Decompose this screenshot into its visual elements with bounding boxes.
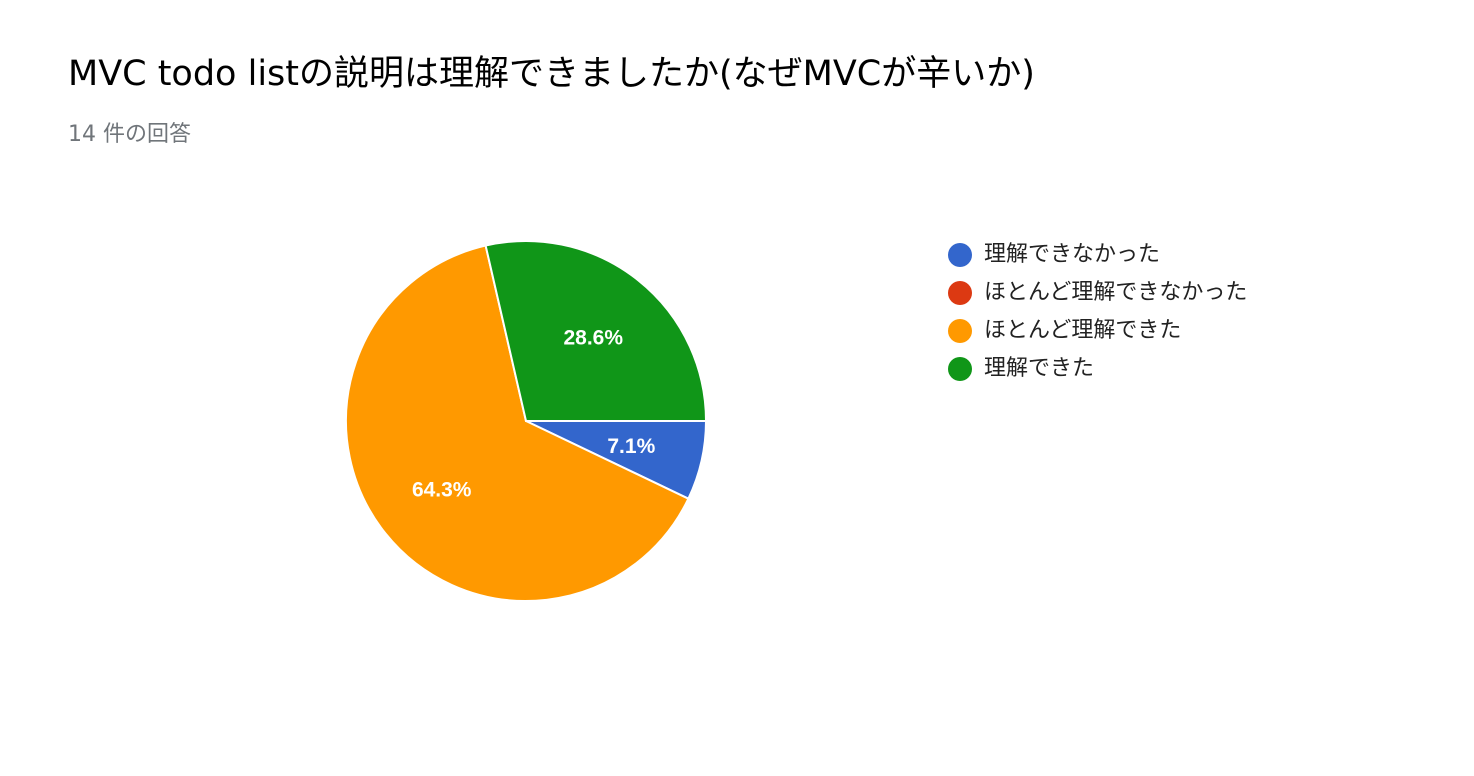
chart-legend: 理解できなかったほとんど理解できなかった ほとんど理解できた 理解できた (948, 236, 1247, 388)
legend-item-1[interactable]: 理解できなかった (948, 236, 1247, 274)
legend-swatch-icon (948, 281, 972, 305)
response-count: 14 件の回答 (68, 122, 191, 147)
pie-slice-4[interactable] (484, 240, 708, 422)
legend-swatch-icon (948, 319, 972, 343)
pie-slice-label-4: 28.6% (563, 327, 623, 350)
legend-label: ほとんど理解できなかった (984, 280, 1248, 305)
legend-swatch-icon (948, 243, 972, 267)
legend-item-2[interactable]: ほとんど理解できなかった (948, 274, 1247, 312)
legend-item-3[interactable]: ほとんど理解できた (948, 312, 1247, 350)
pie-slice-3[interactable] (345, 244, 690, 602)
legend-label: ほとんど理解できた (984, 318, 1182, 343)
pie-slice-label-1: 7.1% (607, 435, 655, 458)
chart-title: MVC todo listの説明は理解できましたか(なぜMVCが辛いか) (68, 54, 1035, 94)
pie-slice-label-3: 64.3% (412, 479, 472, 502)
legend-item-4[interactable]: 理解できた (948, 350, 1247, 388)
legend-swatch-icon (948, 357, 972, 381)
legend-label: 理解できた (984, 356, 1095, 381)
legend-label: 理解できなかった (984, 242, 1161, 267)
